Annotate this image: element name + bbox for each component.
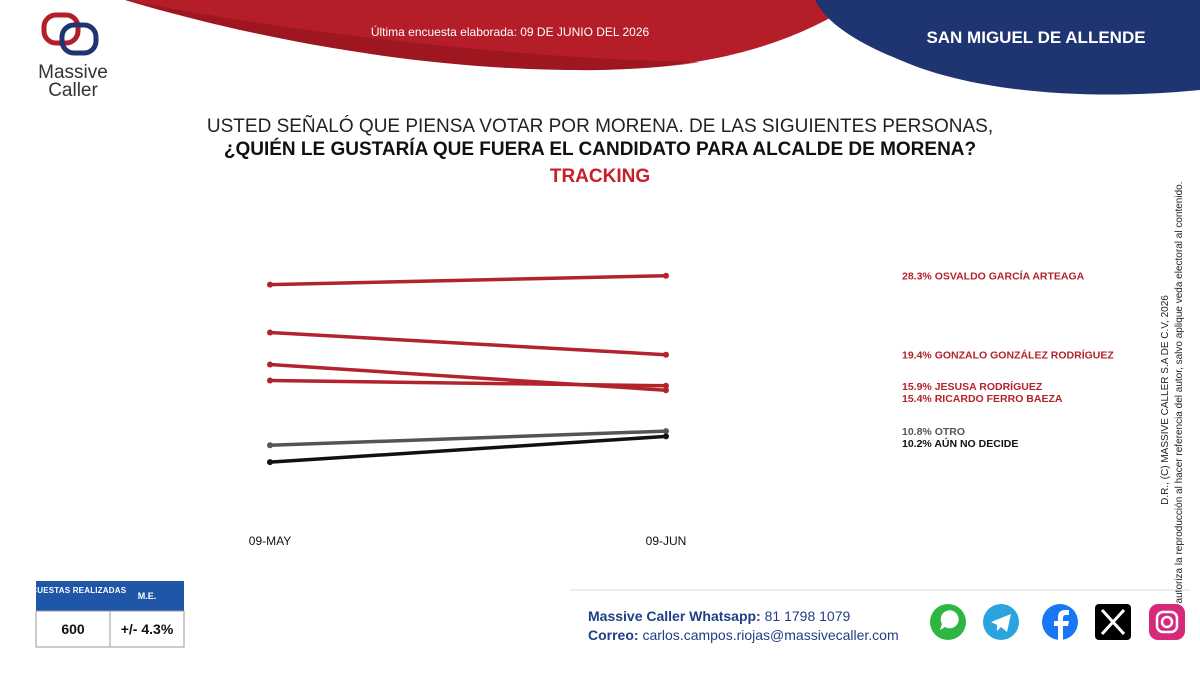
series-line (269, 429, 667, 448)
chart-title: USTED SEÑALÓ QUE PIENSA VOTAR POR MORENA… (207, 115, 993, 137)
instagram-glyph (1160, 615, 1174, 629)
legend-label: RICARDO FERRO BAEZA (935, 393, 1063, 405)
logo-text: Massive (38, 62, 108, 83)
data-point (267, 361, 273, 368)
sample-table: ENCUESTAS REALIZADAS M.E. 600 +/- 4.3% (20, 581, 185, 648)
footer-label: Correo: (588, 627, 639, 643)
end-label: 28.3% OSVALDO GARCÍA ARTEAGA (902, 270, 1085, 283)
end-label: 15.4% RICARDO FERRO BAEZA (902, 393, 1063, 405)
series-line (269, 434, 667, 464)
value-label: 19.4% (902, 350, 932, 362)
value-label: 15.9% (902, 381, 932, 393)
side-note-line: D.R., (C) MASSIVE CALLER S.A DE C.V, 202… (1160, 295, 1171, 505)
legend-label: OSVALDO GARCÍA ARTEAGA (935, 270, 1085, 283)
value-label: 10.2% (902, 438, 932, 450)
data-point (663, 382, 669, 389)
legend-label: GONZALO GONZÁLEZ RODRÍGUEZ (935, 349, 1115, 362)
footer-value: 81 1798 1079 (765, 608, 851, 624)
footer-whatsapp: Massive Caller Whatsapp: 81 1798 1079 (588, 608, 850, 624)
data-point (267, 459, 273, 466)
footer-value: carlos.campos.riojas@massivecaller.com (642, 627, 898, 643)
footer-label: Massive Caller Whatsapp: (588, 608, 761, 624)
instagram-glyph (1155, 610, 1179, 634)
logo-text: Caller (48, 80, 98, 101)
facebook-glyph (1054, 610, 1069, 640)
legend-label: JESUSA RODRÍGUEZ (935, 380, 1043, 393)
header-navy-band (815, 0, 1200, 95)
social-icons (930, 604, 1185, 640)
end-label: 19.4% GONZALO GONZÁLEZ RODRÍGUEZ (902, 349, 1114, 362)
footer-email: Correo: carlos.campos.riojas@massivecall… (588, 627, 899, 643)
instagram-icon[interactable] (1149, 604, 1185, 640)
table-header-bg (36, 581, 184, 611)
value-label: 28.3% (902, 271, 932, 283)
data-point (663, 351, 669, 358)
table-header: M.E. (138, 591, 157, 601)
chart-subtitle: TRACKING (550, 166, 650, 187)
end-label: 10.8% OTRO (902, 426, 965, 438)
x-tick-label: 09-JUN (646, 534, 687, 548)
x-tick-label: 09-MAY (249, 534, 291, 548)
legend-label: OTRO (935, 426, 965, 438)
table-cell: 600 (61, 621, 85, 637)
data-point (267, 329, 273, 336)
series-line (269, 330, 667, 357)
end-label: 10.2% AÚN NO DECIDE (902, 437, 1018, 450)
location: SAN MIGUEL DE ALLENDE (926, 28, 1145, 47)
data-point (267, 281, 273, 288)
value-label: 15.4% (902, 393, 932, 405)
data-point (663, 428, 669, 435)
data-point (663, 387, 669, 394)
header-red-shade (125, 0, 700, 71)
data-point (267, 442, 273, 449)
legend-label: AÚN NO DECIDE (934, 437, 1018, 450)
plot: 09-MAY 09-JUN 28.3% OSVALDO GARCÍA ARTEAGA… (249, 270, 1115, 548)
series-line (269, 273, 667, 287)
value-label: 10.8% (902, 426, 932, 438)
whatsapp-glyph (940, 610, 959, 630)
x-glyph (1100, 608, 1126, 636)
data-point (267, 377, 273, 384)
table-cell: +/- 4.3% (121, 621, 174, 637)
chart-title: ¿QUIÉN LE GUSTARÍA QUE FUERA EL CANDIDAT… (224, 138, 976, 160)
series-line (269, 362, 667, 392)
logo: Massive Caller (38, 12, 108, 101)
table-header: ENCUESTAS REALIZADAS (20, 586, 127, 595)
survey-date: Última encuesta elaborada: 09 DE JUNIO D… (371, 24, 650, 39)
telegram-glyph (991, 614, 1011, 632)
side-note-line: Se autoriza la reproducción al hacer ref… (1174, 182, 1185, 619)
end-label: 15.9% JESUSA RODRÍGUEZ (902, 380, 1043, 393)
header-red-band (125, 0, 860, 71)
data-point (663, 272, 669, 279)
data-point (663, 433, 669, 440)
side-note: D.R., (C) MASSIVE CALLER S.A DE C.V, 202… (1160, 182, 1185, 619)
